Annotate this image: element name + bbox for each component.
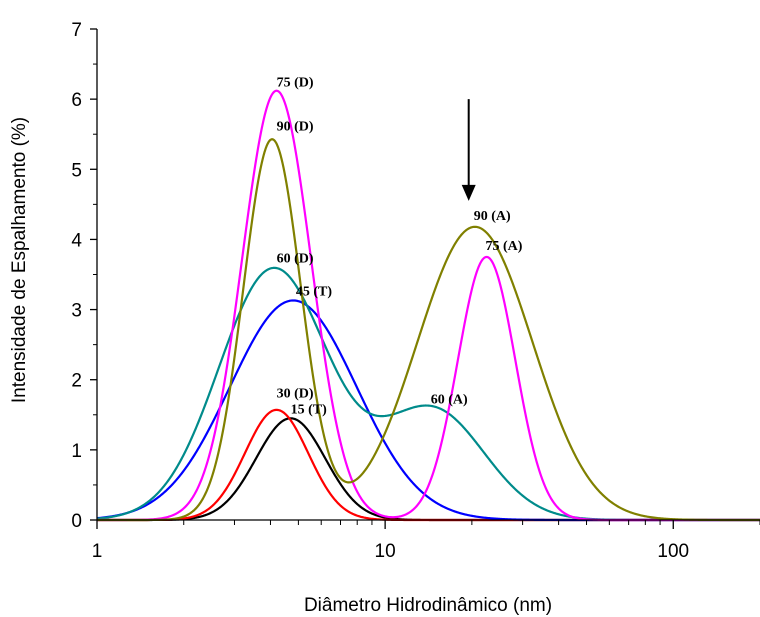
arrow-head [461,184,476,201]
peak-label: 60 (A) [431,393,468,408]
annotation-layer: 75 (D) 90 (D) 90 (A) 75 (A) 60 (D) 45 (T) 60 (… [277,76,523,418]
y-tick-label: 3 [71,301,82,322]
series-layer [96,89,760,522]
peak-label: 15 (T) [291,402,328,417]
y-tick-label: 5 [71,160,82,181]
peak-label: 60 (D) [277,252,314,267]
x-axis-title: Diâmetro Hidrodinâmico (nm) [304,595,552,616]
x-tick-label: 100 [657,541,689,562]
peak-label: 30 (D) [277,386,314,401]
x-tick-label: 10 [375,541,396,562]
series-line-0 [96,417,760,522]
y-tick-label: 7 [71,20,82,41]
peak-label: 90 (A) [474,209,511,224]
peak-label: 75 (A) [485,239,522,254]
peak-label: 90 (D) [277,120,314,135]
y-tick-label: 0 [71,511,82,532]
peak-label: 45 (T) [296,285,333,300]
peak-label: 75 (D) [277,76,314,91]
series-line-5 [96,138,760,522]
x-tick-label: 1 [92,541,103,562]
y-tick-label: 1 [71,441,82,462]
y-tick-label: 6 [71,90,82,111]
y-tick-label: 4 [71,230,82,251]
y-axis-title: Intensidade de Espalhamento (%) [9,117,30,403]
y-tick-label: 2 [71,371,82,392]
